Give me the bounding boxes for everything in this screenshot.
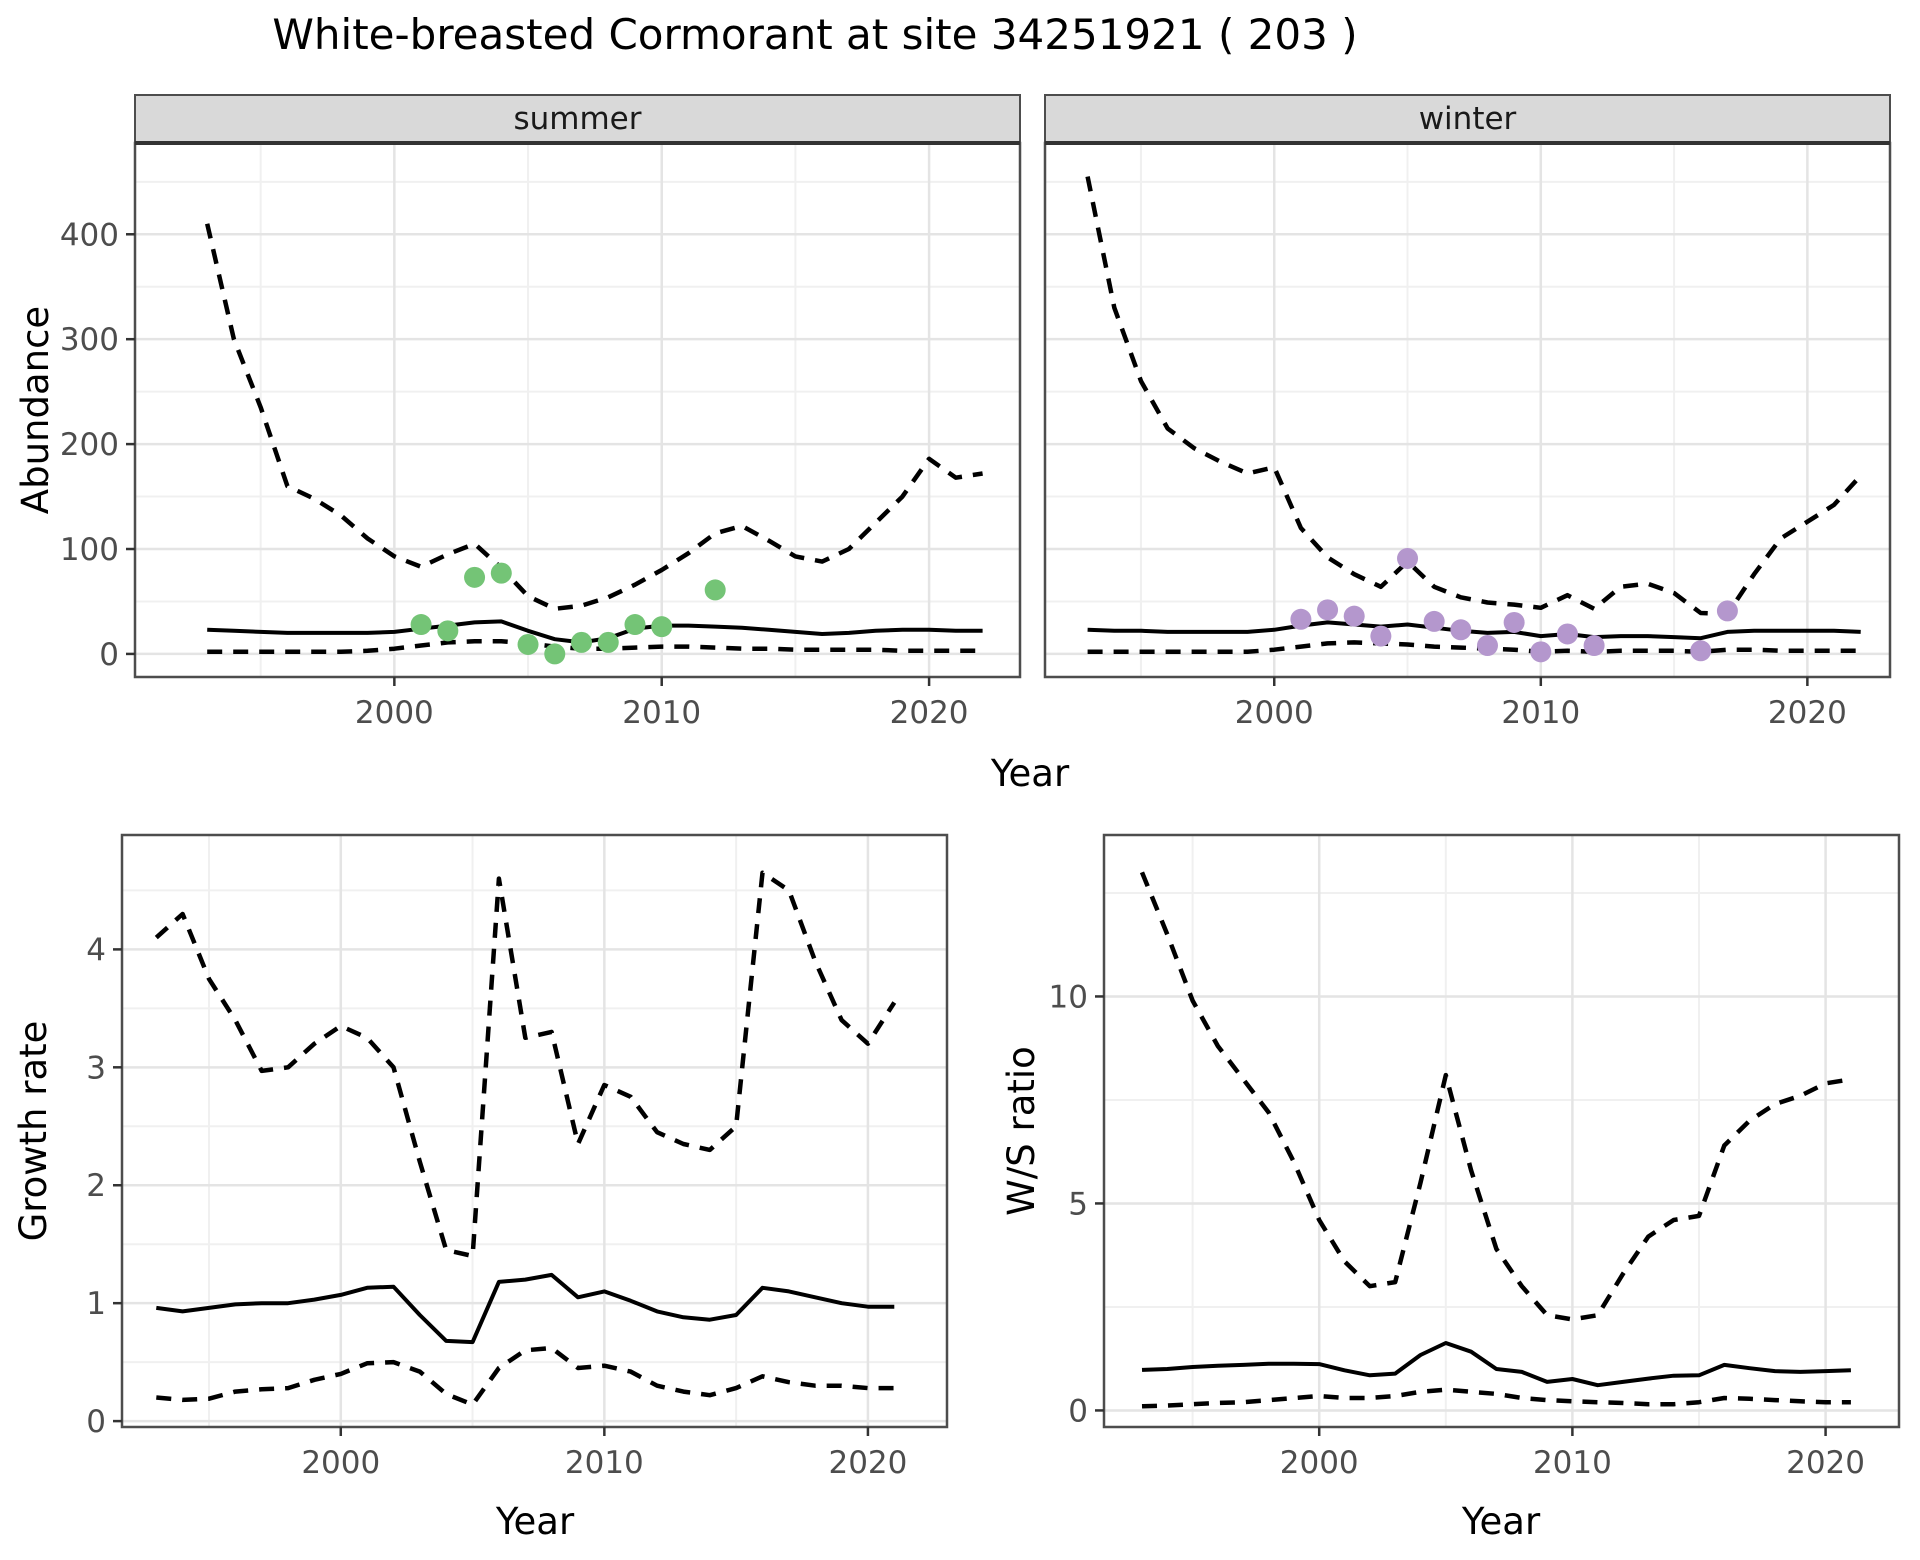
y-tick-label: 0 [99, 637, 119, 673]
abundance-summer-median-line [207, 619, 983, 645]
summer_observations-point [517, 633, 539, 655]
y-tick-label: 300 [60, 322, 119, 358]
x-tick-label: 2010 [1533, 1445, 1612, 1481]
winter_observations-point [1690, 640, 1712, 662]
y-tick-label: 100 [60, 532, 119, 568]
x-tick-label: 2010 [622, 695, 701, 731]
y-tick-label: 0 [1068, 1393, 1088, 1429]
x-tick-label: 2020 [1786, 1445, 1865, 1481]
facet-label-summer: summer [513, 101, 642, 137]
winter_observations-point [1583, 635, 1605, 657]
winter_observations-point [1370, 625, 1392, 647]
winter_observations-point [1423, 610, 1445, 632]
winter_observations-point [1397, 547, 1419, 569]
summer_observations-point [704, 579, 726, 601]
growth-rate-median-line [156, 1272, 895, 1345]
winter_observations-point [1317, 599, 1339, 621]
summer_observations-point [410, 614, 432, 636]
abundance-winter-upper_ci-line [1085, 176, 1863, 617]
ws-ratio-axis-label: W/S ratio [1000, 1046, 1043, 1216]
y-tick-label: 0 [86, 1404, 106, 1440]
ws-ratio-lower_ci-line [1141, 1387, 1851, 1409]
winter_observations-point [1503, 611, 1525, 633]
x-tick-label: 2000 [301, 1445, 380, 1481]
summer_observations-point [651, 616, 673, 638]
summer_observations-point [544, 643, 566, 665]
y-tick-label: 3 [86, 1050, 106, 1086]
facet-strip-winter [1044, 94, 1891, 144]
x-tick-label: 2020 [828, 1445, 907, 1481]
y-tick-label: 1 [86, 1286, 106, 1322]
growth-rate-upper_ci-line [154, 870, 897, 1259]
x-tick-label: 2020 [890, 695, 969, 731]
facet-strip-summer [134, 94, 1021, 144]
abundance-summer-upper_ci-line [205, 223, 983, 612]
x-tick-label: 2000 [1235, 695, 1314, 731]
summer_observations-point [571, 631, 593, 653]
x-tick-label: 2010 [1501, 695, 1580, 731]
year-axis-label-top: Year [990, 752, 1070, 795]
page-title: White-breasted Cormorant at site 3425192… [272, 10, 1358, 59]
winter_observations-point [1476, 635, 1498, 657]
y-tick-label: 2 [86, 1168, 106, 1204]
summer_observations-point [624, 614, 646, 636]
year-axis-label-bottom-left: Year [495, 1500, 575, 1543]
winter_observations-point [1530, 641, 1552, 663]
ws-ratio-median-line [1141, 1341, 1851, 1388]
x-tick-label: 2000 [1280, 1445, 1359, 1481]
year-axis-label-bottom-right: Year [1461, 1500, 1541, 1543]
summer_observations-point [597, 631, 619, 653]
abundance-axis-label: Abundance [14, 305, 57, 515]
y-tick-label: 4 [86, 932, 106, 968]
x-tick-label: 2010 [565, 1445, 644, 1481]
panel-abundance-summer: 2000 2010 2020 0 100 200 300 400 [60, 94, 1022, 731]
panel-growth-rate: 2000 2010 2020 0 1 2 3 4 [86, 833, 949, 1481]
y-tick-label: 400 [60, 217, 119, 253]
growth-rate-axis-label: Growth rate [12, 1020, 55, 1242]
abundance-winter-median-line [1087, 620, 1861, 641]
winter_observations-point [1290, 608, 1312, 630]
summer_observations-point [464, 566, 486, 588]
winter_observations-point [1343, 605, 1365, 627]
ws-ratio-upper_ci-line [1139, 871, 1852, 1322]
y-tick-label: 10 [1049, 979, 1088, 1015]
summer_observations-point [490, 562, 512, 584]
panel-abundance-winter: 2000 2010 2020 [1043, 94, 1892, 731]
winter_observations-point [1556, 623, 1578, 645]
summer_observations-point [437, 620, 459, 642]
x-tick-label: 2000 [355, 695, 434, 731]
y-tick-label: 200 [60, 427, 119, 463]
winter_observations-point [1716, 600, 1738, 622]
x-tick-label: 2020 [1768, 695, 1847, 731]
y-tick-label: 5 [1068, 1186, 1088, 1222]
panel-ws-ratio: 2000 2010 2020 0 5 10 [1049, 833, 1901, 1481]
facet-label-winter: winter [1418, 101, 1517, 137]
winter_observations-point [1450, 619, 1472, 641]
